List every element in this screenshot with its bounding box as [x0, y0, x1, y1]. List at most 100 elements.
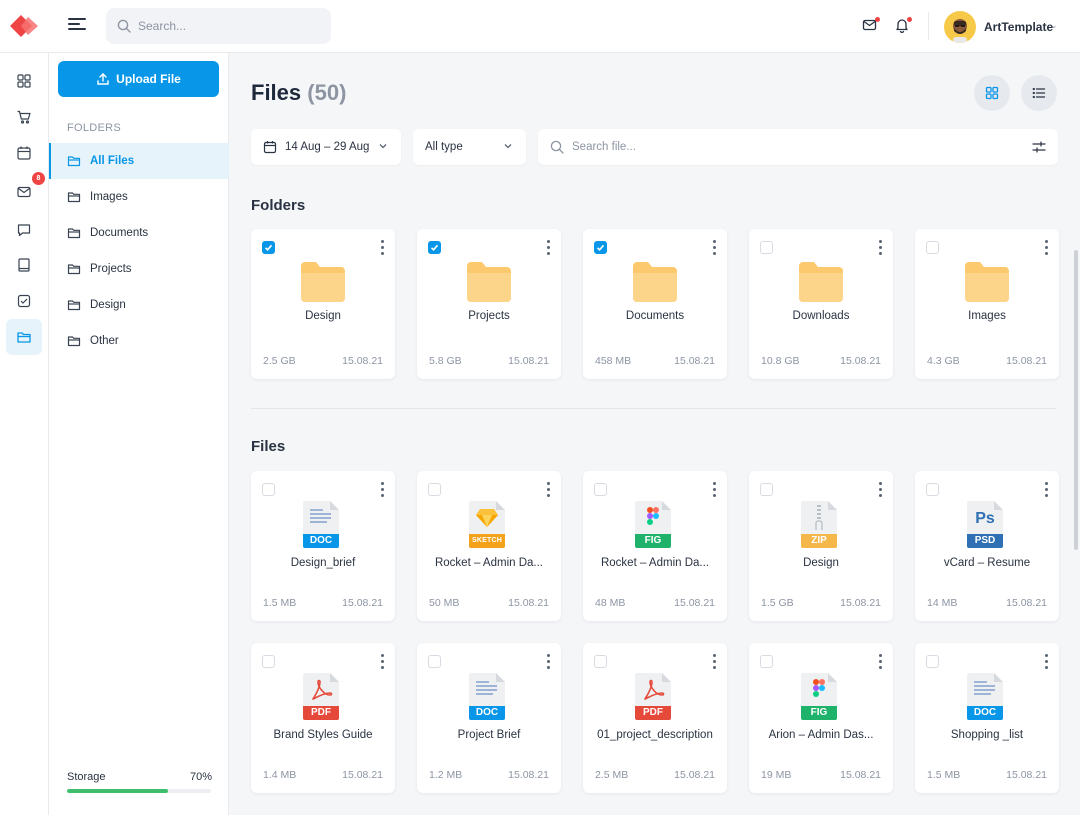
file-checkbox[interactable]	[262, 483, 275, 496]
upload-file-button[interactable]: Upload File	[58, 61, 219, 97]
file-card[interactable]: Ps PSD vCard – Resume 14 MB 15.08.21	[915, 471, 1059, 621]
more-options-icon[interactable]	[877, 240, 883, 256]
file-checkbox[interactable]	[926, 655, 939, 668]
search-icon	[117, 19, 131, 33]
folder-card[interactable]: Projects 5.8 GB 15.08.21	[417, 229, 561, 379]
sidebar-item-documents[interactable]: Documents	[49, 215, 229, 251]
file-card[interactable]: PDF Brand Styles Guide 1.4 MB 15.08.21	[251, 643, 395, 793]
figma-file-icon: FIG	[749, 673, 893, 723]
file-card[interactable]: DOC Shopping _list 1.5 MB 15.08.21	[915, 643, 1059, 793]
file-type-label: PDF	[635, 706, 671, 720]
folder-icon[interactable]	[6, 319, 42, 355]
file-checkbox[interactable]	[428, 483, 441, 496]
more-options-icon[interactable]	[545, 482, 551, 498]
file-card[interactable]: DOC Design_brief 1.5 MB 15.08.21	[251, 471, 395, 621]
scrollbar[interactable]	[1074, 250, 1078, 550]
more-options-icon[interactable]	[877, 482, 883, 498]
folder-card[interactable]: Images 4.3 GB 15.08.21	[915, 229, 1059, 379]
file-checkbox[interactable]	[428, 655, 441, 668]
folder-size: 458 MB	[595, 355, 632, 367]
more-options-icon[interactable]	[711, 654, 717, 670]
sidebar-item-images[interactable]: Images	[49, 179, 229, 215]
list-view-button[interactable]	[1021, 75, 1057, 111]
storage-percent: 70%	[190, 771, 213, 783]
mail-icon[interactable]	[862, 17, 880, 35]
more-options-icon[interactable]	[1043, 482, 1049, 498]
sidebar-item-other[interactable]: Other	[49, 323, 229, 359]
more-options-icon[interactable]	[379, 240, 385, 256]
search-input[interactable]	[138, 8, 323, 44]
folder-date: 15.08.21	[342, 355, 383, 367]
more-options-icon[interactable]	[711, 482, 717, 498]
file-checkbox[interactable]	[262, 655, 275, 668]
calendar-icon	[263, 141, 277, 154]
section-divider	[251, 408, 1056, 409]
folder-checkbox[interactable]	[262, 241, 275, 254]
cart-icon[interactable]	[6, 99, 42, 135]
file-checkbox[interactable]	[760, 483, 773, 496]
page-title-text: Files	[251, 80, 302, 105]
avatar[interactable]	[944, 11, 976, 43]
file-card[interactable]: FIG Arion – Admin Das... 19 MB 15.08.21	[749, 643, 893, 793]
sidebar-item-all-files[interactable]: All Files	[49, 143, 229, 179]
file-card[interactable]: PDF 01_project_description 2.5 MB 15.08.21	[583, 643, 727, 793]
bell-icon[interactable]	[894, 17, 912, 35]
chevron-down-icon[interactable]: ⌄	[1050, 20, 1058, 30]
mail-notification-dot	[875, 17, 880, 22]
file-card[interactable]: SKETCH Rocket – Admin Da... 50 MB 15.08.21	[417, 471, 561, 621]
filter-sliders-icon[interactable]	[1032, 140, 1046, 154]
file-type-badge: FIG	[801, 673, 841, 723]
file-checkbox[interactable]	[760, 655, 773, 668]
menu-icon[interactable]	[68, 18, 86, 34]
file-checkbox[interactable]	[594, 483, 607, 496]
folder-date: 15.08.21	[1006, 355, 1047, 367]
logo[interactable]	[8, 13, 40, 39]
more-options-icon[interactable]	[545, 240, 551, 256]
more-options-icon[interactable]	[711, 240, 717, 256]
more-options-icon[interactable]	[379, 654, 385, 670]
sidebar-item-label: Documents	[90, 227, 149, 239]
search-icon	[550, 140, 564, 154]
file-name: Rocket – Admin Da...	[434, 557, 544, 569]
file-size: 14 MB	[927, 597, 958, 609]
more-options-icon[interactable]	[379, 482, 385, 498]
chat-icon[interactable]	[6, 212, 42, 248]
sidebar-item-design[interactable]: Design	[49, 287, 229, 323]
file-name: Arion – Admin Das...	[768, 729, 874, 741]
folder-card[interactable]: Documents 458 MB 15.08.21	[583, 229, 727, 379]
file-card[interactable]: FIG Rocket – Admin Da... 48 MB 15.08.21	[583, 471, 727, 621]
folder-checkbox[interactable]	[926, 241, 939, 254]
file-type-label: ZIP	[801, 534, 837, 548]
user-name[interactable]: ArtTemplate	[984, 20, 1054, 34]
folder-size: 10.8 GB	[761, 355, 800, 367]
file-checkbox[interactable]	[594, 655, 607, 668]
folder-checkbox[interactable]	[428, 241, 441, 254]
more-options-icon[interactable]	[877, 654, 883, 670]
folder-checkbox[interactable]	[760, 241, 773, 254]
checkbox-icon[interactable]	[6, 283, 42, 319]
mail-icon[interactable]: 8	[6, 172, 45, 210]
folder-card[interactable]: Design 2.5 GB 15.08.21	[251, 229, 395, 379]
sidebar-item-projects[interactable]: Projects	[49, 251, 229, 287]
date-range-picker[interactable]: 14 Aug – 29 Aug	[251, 129, 401, 165]
grid-view-button[interactable]	[974, 75, 1010, 111]
sidebar-item-label: Other	[90, 335, 119, 347]
file-size: 1.5 MB	[263, 597, 297, 609]
file-search-input[interactable]	[572, 141, 992, 153]
file-search-bar[interactable]	[538, 129, 1058, 165]
file-card[interactable]: DOC Project Brief 1.2 MB 15.08.21	[417, 643, 561, 793]
folder-card[interactable]: Downloads 10.8 GB 15.08.21	[749, 229, 893, 379]
type-filter-select[interactable]: All type	[413, 129, 526, 165]
folders-grid: Design 2.5 GB 15.08.21 Projects 5.8 GB 1…	[251, 229, 1059, 379]
file-card[interactable]: ZIP Design 1.5 GB 15.08.21	[749, 471, 893, 621]
file-checkbox[interactable]	[926, 483, 939, 496]
more-options-icon[interactable]	[1043, 654, 1049, 670]
calendar-icon[interactable]	[6, 135, 42, 171]
folder-checkbox[interactable]	[594, 241, 607, 254]
more-options-icon[interactable]	[545, 654, 551, 670]
search-bar[interactable]	[106, 8, 331, 44]
date-range-value: 14 Aug – 29 Aug	[285, 141, 370, 153]
dashboard-icon[interactable]	[6, 63, 42, 99]
book-icon[interactable]	[6, 247, 42, 283]
more-options-icon[interactable]	[1043, 240, 1049, 256]
